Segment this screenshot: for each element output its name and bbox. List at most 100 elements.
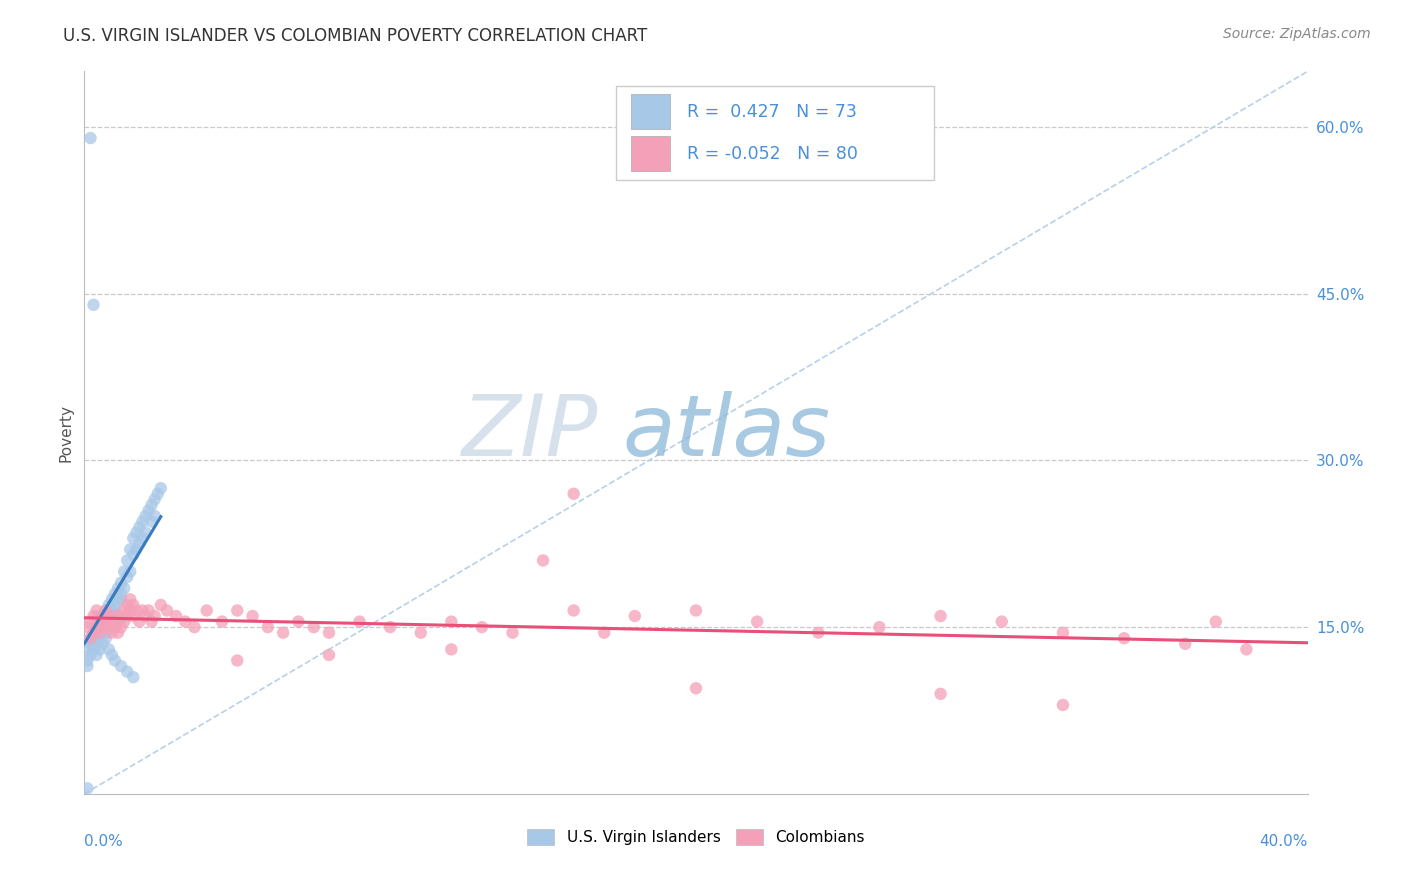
Point: [593, 625, 616, 640]
Point: [146, 487, 169, 501]
Point: [115, 665, 138, 679]
Text: ZIP: ZIP: [461, 391, 598, 475]
Text: R =  0.427   N = 73: R = 0.427 N = 73: [688, 103, 858, 120]
Point: [79, 632, 101, 646]
Point: [991, 615, 1014, 629]
Point: [94, 615, 117, 629]
Point: [83, 609, 105, 624]
Point: [110, 620, 132, 634]
Point: [128, 520, 150, 534]
Point: [107, 625, 129, 640]
Point: [128, 615, 150, 629]
Point: [104, 587, 127, 601]
Point: [271, 625, 294, 640]
Point: [89, 615, 111, 629]
Point: [149, 481, 172, 495]
Point: [531, 553, 554, 567]
Point: [131, 515, 153, 529]
Point: [141, 498, 163, 512]
Point: [110, 575, 132, 590]
Point: [91, 620, 114, 634]
Text: 0.0%: 0.0%: [84, 834, 124, 848]
Point: [143, 609, 166, 624]
Point: [115, 598, 138, 612]
Point: [131, 603, 153, 617]
Point: [115, 570, 138, 584]
Point: [110, 609, 132, 624]
Point: [97, 620, 120, 634]
Point: [869, 620, 891, 634]
Point: [318, 648, 340, 662]
Point: [91, 609, 114, 624]
Text: R = -0.052   N = 80: R = -0.052 N = 80: [688, 145, 858, 162]
Point: [89, 609, 111, 624]
Point: [115, 609, 138, 624]
Point: [1052, 625, 1074, 640]
Point: [79, 131, 101, 145]
Point: [183, 620, 205, 634]
Point: [685, 603, 707, 617]
Point: [143, 508, 166, 523]
Point: [86, 648, 108, 662]
Point: [1205, 615, 1227, 629]
Point: [107, 592, 129, 607]
Point: [135, 508, 157, 523]
Point: [471, 620, 494, 634]
Point: [112, 615, 135, 629]
Point: [107, 615, 129, 629]
Point: [302, 620, 325, 634]
Point: [211, 615, 233, 629]
Point: [89, 625, 111, 640]
Text: 40.0%: 40.0%: [1260, 834, 1308, 848]
Point: [83, 632, 105, 646]
Point: [502, 625, 524, 640]
Point: [101, 625, 124, 640]
Point: [122, 531, 145, 545]
Point: [807, 625, 830, 640]
Point: [122, 598, 145, 612]
Point: [104, 653, 127, 667]
Point: [79, 642, 101, 657]
Point: [174, 615, 197, 629]
Point: [79, 632, 101, 646]
Point: [1236, 642, 1258, 657]
Point: [1114, 632, 1136, 646]
Point: [86, 637, 108, 651]
Point: [318, 625, 340, 640]
Point: [83, 637, 105, 651]
Point: [94, 603, 117, 617]
Point: [89, 620, 111, 634]
Point: [929, 687, 952, 701]
Point: [135, 609, 157, 624]
Point: [86, 603, 108, 617]
Point: [156, 603, 179, 617]
Point: [135, 525, 157, 540]
Point: [440, 615, 463, 629]
Point: [929, 609, 952, 624]
Point: [94, 625, 117, 640]
Point: [110, 587, 132, 601]
Point: [110, 592, 132, 607]
Point: [86, 625, 108, 640]
Point: [131, 531, 153, 545]
Point: [76, 659, 98, 673]
Point: [76, 781, 98, 796]
Point: [101, 648, 124, 662]
Point: [91, 637, 114, 651]
Point: [138, 603, 160, 617]
Point: [89, 642, 111, 657]
Point: [257, 620, 280, 634]
Point: [83, 642, 105, 657]
Point: [380, 620, 402, 634]
Point: [112, 565, 135, 579]
Point: [120, 603, 142, 617]
Point: [349, 615, 371, 629]
Text: Source: ZipAtlas.com: Source: ZipAtlas.com: [1223, 27, 1371, 41]
Point: [120, 565, 142, 579]
Point: [83, 298, 105, 312]
Legend: U.S. Virgin Islanders, Colombians: U.S. Virgin Islanders, Colombians: [520, 822, 872, 851]
Point: [104, 598, 127, 612]
Point: [141, 515, 163, 529]
Point: [409, 625, 432, 640]
Point: [115, 553, 138, 567]
